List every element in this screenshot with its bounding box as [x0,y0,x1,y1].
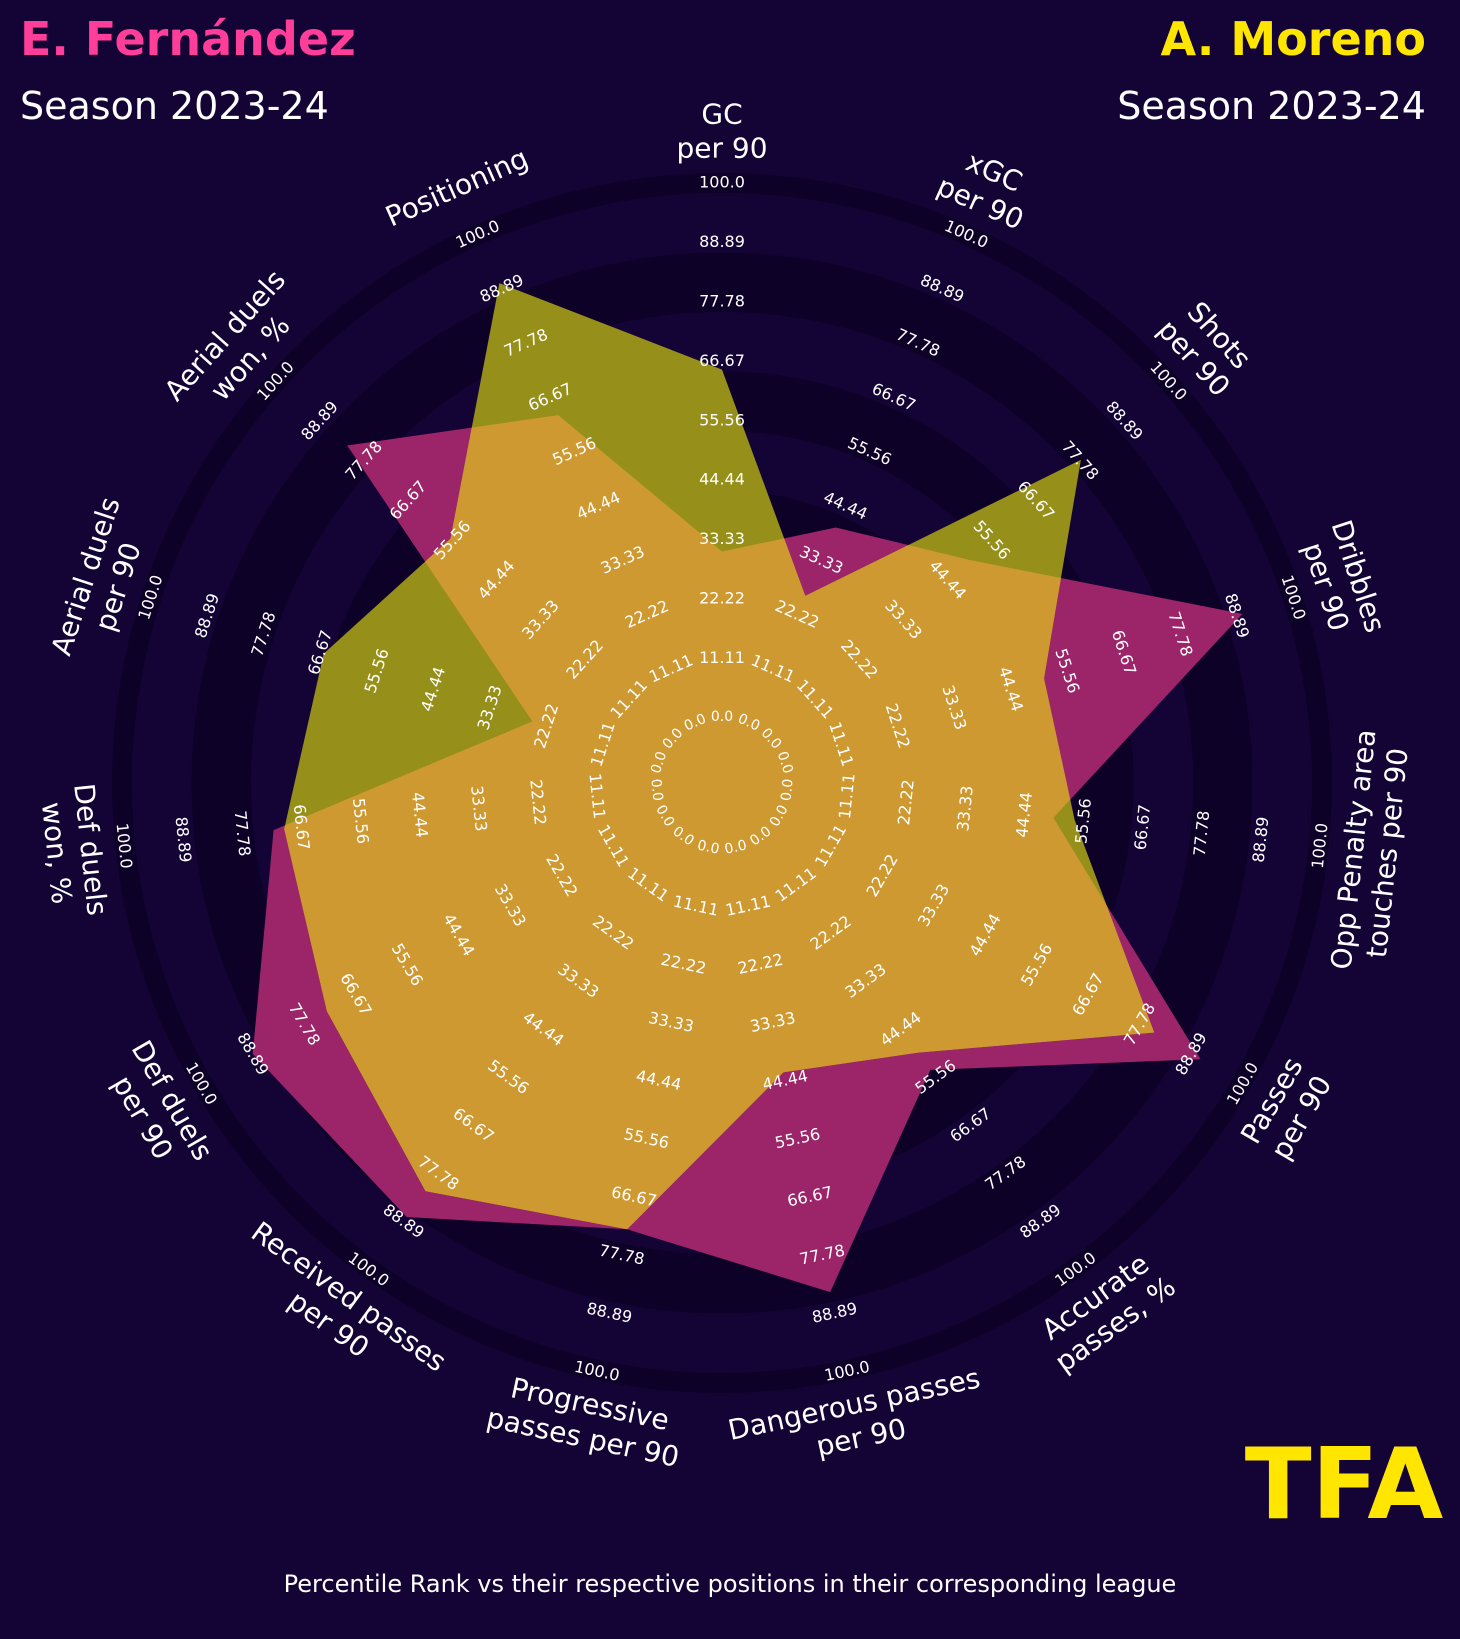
axis-label-line: GC [701,98,742,131]
tick-label: 66.67 [1131,803,1155,851]
tick-label: 11.11 [585,772,609,820]
radar-tick-labels: 0.0 11.11 22.22 33.33 44.44 55.56 66.67 77.78 88… [112,173,1331,1385]
tick-label: 11.11 [835,772,859,820]
radar-series [252,283,1243,1293]
tick-label: 22.22 [699,589,745,608]
tick-label: 11.11 [699,648,745,667]
tick-label: 77.78 [1190,810,1214,858]
tick-label: 55.56 [1071,797,1095,845]
tick-label: 22.22 [526,779,550,827]
tick-label: 0.0 [696,837,721,857]
series-overlap-area [284,415,1155,1230]
tick-label: 77.78 [699,291,745,310]
tick-label: 0.0 [711,709,733,725]
tick-label: 33.33 [699,529,745,548]
tick-label: 33.33 [953,785,977,833]
tick-label: 44.44 [1012,791,1036,839]
tick-label: 100.0 [1308,822,1332,870]
tick-label: 100.0 [112,822,136,870]
tick-label: 100.0 [699,173,745,192]
tick-label: 44.44 [699,470,745,489]
tick-label: 33.33 [467,785,491,833]
tick-label: 88.89 [699,232,745,251]
tick-label: 0.0 [647,778,665,802]
footer-note: Percentile Rank vs their respective posi… [283,1570,1177,1598]
tick-label: 0.0 [774,750,796,776]
tfa-logo: TFA [1245,1428,1444,1542]
tick-label: 44.44 [408,791,432,839]
player2-season: Season 2023-24 [1117,84,1426,128]
tick-label: 66.67 [699,351,745,370]
tick-label: 55.56 [699,410,745,429]
tick-label: 0.0 [778,778,796,802]
tick-label: 77.78 [231,810,255,858]
tick-label: 0.0 [723,837,748,857]
tick-label: 66.67 [290,803,314,851]
tick-label: 88.89 [172,816,196,864]
player1-name: E. Fernández [20,12,356,66]
axis-label-line: per 90 [676,132,767,165]
player2-name: A. Moreno [1160,12,1426,66]
tick-label: 88.89 [1249,816,1273,864]
tick-label: 55.56 [349,797,373,845]
player1-season: Season 2023-24 [20,84,329,128]
tick-label: 0.0 [648,750,670,776]
tick-label: 22.22 [894,779,918,827]
